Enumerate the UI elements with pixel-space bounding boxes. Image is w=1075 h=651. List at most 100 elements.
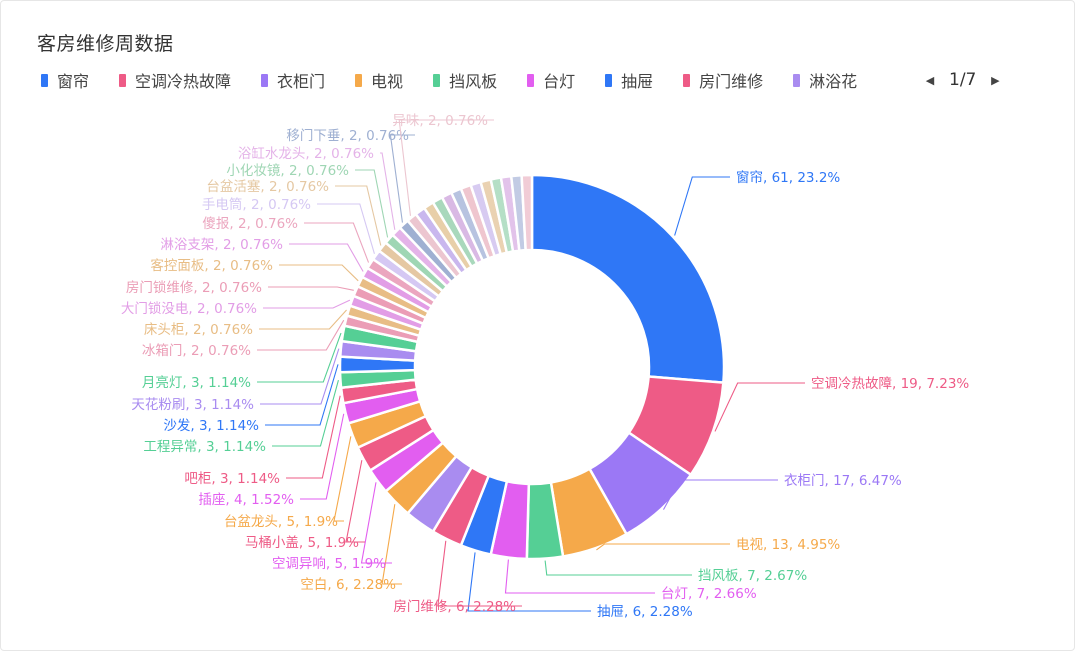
label-leader-line	[345, 460, 365, 543]
legend-swatch	[793, 73, 801, 87]
label-leader-line	[259, 309, 347, 330]
legend-item[interactable]: 空调冷热故障	[119, 68, 231, 92]
pie-slice[interactable]	[520, 173, 534, 252]
slice-label: 天花粉刷, 3, 1.14%	[131, 397, 254, 413]
label-leader-line	[596, 543, 730, 551]
legend-item[interactable]: 衣柜门	[261, 68, 325, 92]
legend-prev-button[interactable]: ◀	[919, 69, 941, 91]
slice-label: 异味, 2, 0.76%	[392, 113, 488, 129]
slice-label: 台灯, 7, 2.66%	[661, 586, 757, 602]
slice-label: 淋浴支架, 2, 0.76%	[160, 237, 283, 253]
label-leader-line	[272, 379, 339, 447]
label-leader-line	[467, 552, 591, 612]
legend-item[interactable]: 淋浴花	[793, 68, 857, 92]
label-leader-line	[674, 176, 730, 236]
slice-label: 房门锁维修, 2, 0.76%	[126, 280, 262, 296]
triangle-left-icon: ◀	[925, 73, 935, 87]
legend-swatch	[261, 73, 269, 87]
slice-label: 月亮灯, 3, 1.14%	[142, 374, 251, 391]
legend-item[interactable]: 窗帘	[41, 68, 89, 92]
slice-label: 空白, 6, 2.28%	[300, 577, 396, 593]
label-leader-line	[389, 134, 415, 223]
label-leader-line	[300, 413, 345, 500]
legend: 窗帘 空调冷热故障 衣柜门 电视 挡风板 台灯 抽屉 房门维修 淋浴花	[41, 67, 857, 93]
legend-page-indicator: 1/7	[949, 70, 977, 90]
slice-label: 马桶小盖, 5, 1.9%	[245, 535, 359, 551]
triangle-right-icon: ▶	[991, 73, 1000, 87]
slice-label: 插座, 4, 1.52%	[198, 492, 294, 508]
label-leader-line	[398, 119, 494, 216]
legend-swatch	[527, 73, 535, 87]
label-leader-line	[279, 264, 359, 282]
label-leader-line	[286, 395, 341, 479]
label-leader-line	[360, 482, 392, 564]
slice-label: 台盆龙头, 5, 1.9%	[224, 514, 338, 530]
slice-label: 移门下垂, 2, 0.76%	[286, 128, 409, 144]
label-leader-line	[257, 319, 345, 351]
legend-label: 空调冷热故障	[135, 72, 232, 91]
slice-label: 浴缸水龙头, 2, 0.76%	[238, 145, 374, 162]
slice-label: 衣柜门, 17, 6.47%	[784, 473, 902, 489]
label-leader-line	[333, 436, 352, 522]
slice-label: 吧柜, 3, 1.14%	[184, 471, 280, 487]
legend-label: 窗帘	[57, 72, 90, 91]
slice-label: 抽屉, 6, 2.28%	[597, 604, 693, 620]
slice-label: 沙发, 3, 1.14%	[163, 418, 259, 434]
slice-label: 空调冷热故障, 19, 7.23%	[811, 376, 969, 392]
slice-label: 傻报, 2, 0.76%	[202, 216, 298, 232]
label-leader-line	[289, 243, 364, 272]
legend-swatch	[683, 73, 691, 87]
label-leader-line	[260, 348, 340, 405]
slice-label: 电视, 13, 4.95%	[736, 537, 840, 553]
label-leader-line	[380, 152, 396, 230]
legend-label: 淋浴花	[809, 72, 858, 91]
label-leader-line	[317, 203, 375, 254]
slice-label: 客控面板, 2, 0.76%	[150, 257, 273, 274]
legend-label: 衣柜门	[277, 72, 326, 91]
label-leader-line	[335, 185, 382, 246]
legend-label: 抽屉	[621, 72, 654, 91]
label-leader-line	[268, 286, 354, 291]
slice-label: 窗帘, 61, 23.2%	[736, 169, 840, 186]
slice-label: 台盆活塞, 2, 0.76%	[206, 178, 329, 195]
label-leader-line	[355, 169, 389, 238]
legend-pager: ◀ 1/7 ▶	[919, 67, 1006, 93]
label-leader-line	[304, 222, 370, 263]
legend-item[interactable]: 房门维修	[683, 68, 763, 92]
slice-label: 空调异响, 5, 1.9%	[272, 556, 386, 572]
legend-item[interactable]: 挡风板	[433, 68, 497, 92]
label-leader-line	[504, 559, 655, 594]
legend-label: 台灯	[543, 72, 576, 91]
label-leader-line	[381, 504, 402, 585]
label-leader-line	[663, 479, 778, 510]
legend-label: 挡风板	[449, 72, 498, 91]
slice-label: 床头柜, 2, 0.76%	[144, 322, 253, 338]
chart-title: 客房维修周数据	[37, 33, 174, 55]
slice-label: 小化妆镜, 2, 0.76%	[226, 163, 349, 179]
slice-label: 房门维修, 6, 2.28%	[393, 599, 516, 615]
slice-label: 手电筒, 2, 0.76%	[202, 196, 311, 213]
slice-label: 大门锁没电, 2, 0.76%	[121, 301, 257, 317]
legend-swatch	[433, 73, 441, 87]
label-leader-line	[437, 540, 522, 607]
legend-swatch	[605, 73, 613, 87]
legend-next-button[interactable]: ▶	[984, 69, 1006, 91]
label-leader-line	[544, 560, 692, 576]
label-leader-line	[265, 364, 339, 426]
slice-label: 工程异常, 3, 1.14%	[143, 439, 266, 455]
pie-slice[interactable]	[530, 173, 726, 384]
legend-item[interactable]: 台灯	[527, 68, 575, 92]
legend-item[interactable]: 电视	[355, 68, 403, 92]
slice-label: 冰箱门, 2, 0.76%	[142, 343, 251, 359]
label-leader-line	[714, 382, 805, 432]
legend-swatch	[355, 73, 363, 87]
label-leader-line	[263, 299, 351, 309]
legend-label: 房门维修	[699, 72, 764, 91]
legend-item[interactable]: 抽屉	[605, 68, 653, 92]
legend-swatch	[119, 73, 127, 87]
slice-label: 挡风板, 7, 2.67%	[698, 568, 807, 584]
label-leader-line	[257, 332, 342, 383]
legend-label: 电视	[371, 72, 404, 91]
legend-swatch	[41, 73, 48, 87]
